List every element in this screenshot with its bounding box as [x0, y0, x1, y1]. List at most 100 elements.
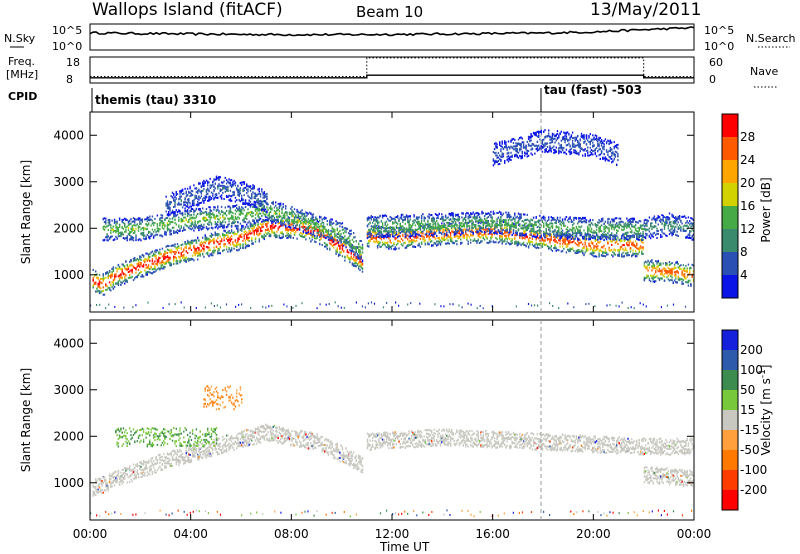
power-cell [452, 214, 454, 217]
power-cell [415, 221, 418, 224]
power-cell [152, 271, 155, 274]
power-cell [257, 229, 259, 232]
power-cell [230, 214, 233, 217]
power-cell [140, 239, 142, 242]
power-cell [426, 234, 428, 237]
power-cell [97, 285, 99, 288]
power-cell [424, 217, 427, 220]
power-cell [214, 223, 216, 226]
power-cell [191, 223, 194, 226]
cpid-mode-tau: tau (fast) -503 [544, 83, 642, 97]
power-cell [312, 220, 315, 223]
power-cell [456, 218, 458, 221]
power-cell [339, 254, 341, 256]
power-cell [597, 245, 599, 248]
power-cell [480, 241, 482, 244]
power-cell [483, 228, 486, 231]
power-cell [449, 235, 452, 238]
power-cell [354, 254, 356, 257]
power-cell [561, 250, 564, 253]
power-cell [307, 220, 310, 223]
power-cell [344, 235, 346, 238]
power-cell [101, 277, 103, 280]
power-cell [370, 215, 372, 218]
power-cell [251, 232, 253, 235]
power-cell [292, 236, 294, 239]
power-cell [487, 220, 489, 222]
power-cell [142, 227, 145, 230]
power-cell [354, 264, 356, 267]
power-cell [519, 218, 521, 221]
power-cell [398, 235, 400, 237]
power-cell [637, 253, 639, 256]
power-cell [490, 216, 492, 219]
power-cell [456, 228, 458, 231]
power-cell [330, 235, 332, 238]
power-cell [179, 230, 181, 232]
power-cell [205, 219, 208, 222]
power-cell [472, 226, 474, 229]
power-cell [428, 233, 430, 236]
power-cell [477, 231, 479, 234]
power-cell [247, 213, 249, 216]
power-cell [418, 224, 420, 226]
power-cell [174, 215, 176, 218]
power-cell [203, 216, 205, 219]
power-cell [449, 232, 452, 234]
power-cell [269, 226, 272, 229]
power-cell [151, 233, 154, 236]
power-cell [225, 245, 228, 248]
power-cell [267, 231, 269, 234]
power-cell [198, 251, 200, 254]
power-cell [278, 222, 281, 224]
power-cell [380, 230, 383, 233]
power-cell [268, 230, 271, 233]
power-cell [264, 219, 267, 221]
power-cell [227, 231, 229, 234]
power-cell [426, 227, 428, 230]
power-cell [95, 270, 97, 273]
power-cell [296, 222, 298, 225]
power-cell [415, 233, 418, 236]
power-cell [264, 213, 267, 216]
power-cell [288, 213, 291, 215]
power-cell [150, 251, 152, 254]
power-cell [500, 215, 502, 218]
power-cell [453, 219, 456, 222]
power-cell [514, 218, 516, 221]
power-cell [130, 218, 132, 221]
power-cell [136, 274, 138, 277]
power-cell [261, 224, 263, 227]
power-cell [388, 245, 390, 248]
power-cell [130, 276, 132, 279]
power-cell [207, 237, 209, 240]
power-cell [551, 249, 554, 252]
power-cell [589, 248, 591, 251]
power-cell [409, 228, 411, 231]
power-cell [501, 235, 503, 238]
power-cell [585, 233, 588, 236]
power-cell [398, 230, 400, 232]
power-cell [249, 205, 252, 208]
power-cell [433, 231, 435, 234]
power-cell [298, 224, 301, 227]
power-cell [439, 225, 442, 227]
power-cell [273, 216, 276, 219]
power-cell [180, 218, 182, 221]
power-cell [116, 228, 118, 231]
power-cell [236, 249, 238, 252]
power-cell [507, 242, 510, 245]
power-cell [307, 218, 310, 221]
power-cell [225, 234, 228, 237]
power-cell [179, 258, 181, 261]
power-cell [173, 263, 175, 265]
power-cell [595, 243, 598, 246]
power-cell [349, 245, 351, 248]
power-cell [395, 225, 398, 227]
power-cell [261, 215, 263, 217]
power-cell [439, 239, 442, 242]
power-cell [500, 232, 502, 235]
power-cell [553, 239, 555, 242]
power-cell [359, 245, 361, 248]
power-cell [531, 243, 534, 246]
